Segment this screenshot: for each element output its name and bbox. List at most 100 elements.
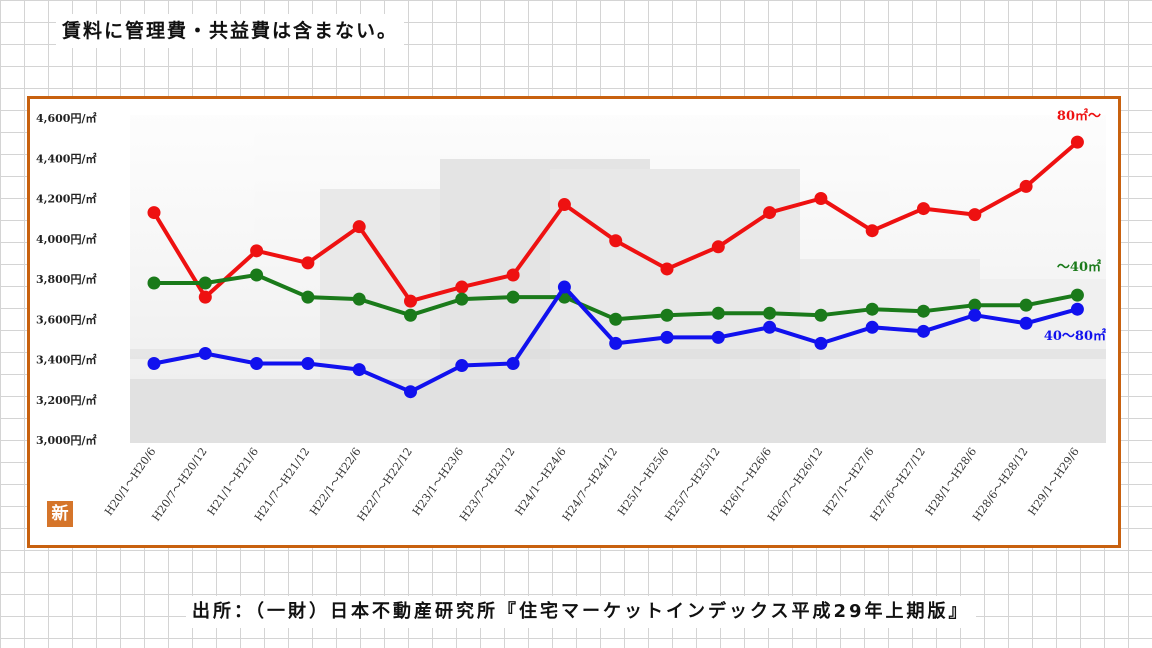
data-point bbox=[352, 220, 366, 234]
data-point bbox=[968, 308, 982, 322]
x-tick-label: H24/7～H24/12 bbox=[560, 445, 620, 523]
data-point bbox=[1019, 316, 1033, 330]
y-tick-label: 3,600円/㎡ bbox=[36, 312, 96, 326]
data-point bbox=[865, 224, 879, 238]
data-point bbox=[968, 298, 982, 312]
series-layer bbox=[147, 135, 1084, 399]
data-point bbox=[865, 320, 879, 334]
data-point bbox=[198, 346, 212, 360]
data-point bbox=[763, 206, 777, 220]
data-point bbox=[1019, 179, 1033, 193]
y-tick-label: 4,200円/㎡ bbox=[36, 192, 96, 206]
series-2 bbox=[147, 280, 1084, 399]
x-tick-label: H23/1～H23/6 bbox=[410, 445, 466, 518]
data-point bbox=[506, 357, 520, 371]
x-tick-label: H27/1～H27/6 bbox=[820, 445, 876, 518]
data-point bbox=[609, 234, 623, 248]
data-point bbox=[147, 276, 161, 290]
x-tick-label: H28/6～H28/12 bbox=[970, 445, 1030, 523]
data-point bbox=[814, 308, 828, 322]
data-point bbox=[250, 357, 264, 371]
data-point bbox=[1070, 288, 1084, 302]
y-tick-label: 4,000円/㎡ bbox=[36, 232, 96, 246]
chart-frame: 3,000円/㎡ 3,200円/㎡ 3,400円/㎡ 3,600円/㎡ 3,800円/㎡… bbox=[27, 96, 1121, 548]
data-point bbox=[404, 294, 417, 308]
data-point bbox=[352, 363, 366, 377]
x-tick-label: H27/6～H27/12 bbox=[868, 445, 928, 523]
data-point bbox=[763, 320, 777, 334]
data-point bbox=[301, 357, 315, 371]
series-label: ～40㎡ bbox=[1057, 259, 1101, 275]
data-point bbox=[147, 357, 161, 371]
series-labels: 80㎡～ ～40㎡ 40～80㎡ bbox=[1044, 108, 1106, 344]
x-tick-label: H23/7～H23/12 bbox=[457, 445, 517, 523]
data-point bbox=[711, 240, 725, 254]
data-point bbox=[814, 336, 828, 350]
data-point bbox=[557, 280, 571, 294]
data-point bbox=[1019, 298, 1033, 312]
x-tick-label: H22/7～H22/12 bbox=[355, 445, 415, 523]
data-point bbox=[660, 262, 674, 276]
x-tick-label: H20/1～H20/6 bbox=[102, 445, 158, 518]
x-tick-label: H24/1～H24/6 bbox=[513, 445, 569, 518]
y-axis: 3,000円/㎡ 3,200円/㎡ 3,400円/㎡ 3,600円/㎡ 3,800円/㎡… bbox=[36, 111, 96, 447]
data-point bbox=[711, 330, 725, 344]
x-tick-label: H25/7～H25/12 bbox=[662, 445, 722, 523]
data-point bbox=[917, 304, 930, 318]
x-tick-label: H21/1～H21/6 bbox=[205, 445, 261, 518]
data-point bbox=[1070, 302, 1084, 316]
data-point bbox=[609, 312, 623, 326]
x-tick-label: H29/1～H29/6 bbox=[1026, 445, 1082, 518]
data-point bbox=[404, 385, 417, 399]
data-point bbox=[250, 244, 264, 258]
y-tick-label: 3,000円/㎡ bbox=[36, 433, 96, 447]
building-photo-background bbox=[130, 115, 1106, 443]
data-point bbox=[506, 290, 520, 304]
x-axis: H20/1～H20/6H20/7～H20/12H21/1～H21/6H21/7～… bbox=[102, 445, 1082, 523]
series-1 bbox=[147, 268, 1084, 326]
x-tick-label: H20/7～H20/12 bbox=[149, 445, 209, 523]
data-point bbox=[147, 206, 161, 220]
x-tick-label: H26/1～H26/6 bbox=[718, 445, 774, 518]
data-point bbox=[609, 336, 623, 350]
data-point bbox=[660, 330, 674, 344]
y-tick-label: 4,600円/㎡ bbox=[36, 111, 96, 125]
rent-note: 賃料に管理費・共益費は含まない。 bbox=[56, 14, 405, 48]
series-label: 80㎡～ bbox=[1057, 108, 1101, 124]
data-point bbox=[711, 306, 725, 320]
data-point bbox=[763, 306, 777, 320]
data-point bbox=[557, 198, 571, 212]
rent-line-chart: 3,000円/㎡ 3,200円/㎡ 3,400円/㎡ 3,600円/㎡ 3,800円/㎡… bbox=[36, 108, 1106, 524]
data-point bbox=[198, 290, 212, 304]
y-tick-label: 3,400円/㎡ bbox=[36, 353, 96, 367]
data-point bbox=[1070, 135, 1084, 149]
x-tick-label: H22/1～H22/6 bbox=[307, 445, 363, 518]
y-tick-label: 3,200円/㎡ bbox=[36, 393, 96, 407]
source-credit: 出所：（一財）日本不動産研究所『住宅マーケットインデックス平成29年上期版』 bbox=[186, 596, 976, 628]
data-point bbox=[917, 202, 930, 216]
series-0 bbox=[147, 135, 1084, 308]
x-tick-label: H21/7～H21/12 bbox=[252, 445, 312, 523]
data-point bbox=[917, 324, 930, 338]
data-point bbox=[506, 268, 520, 282]
data-point bbox=[865, 302, 879, 316]
y-tick-label: 3,800円/㎡ bbox=[36, 272, 96, 286]
x-tick-label: H28/1～H28/6 bbox=[923, 445, 979, 518]
new-badge: 新 bbox=[47, 501, 73, 527]
y-tick-label: 4,400円/㎡ bbox=[36, 151, 96, 165]
x-tick-label: H25/1～H25/6 bbox=[615, 445, 671, 518]
data-point bbox=[301, 256, 315, 270]
data-point bbox=[352, 292, 366, 306]
data-point bbox=[660, 308, 674, 322]
data-point bbox=[968, 208, 982, 222]
data-point bbox=[455, 280, 469, 294]
x-tick-label: H26/7～H26/12 bbox=[765, 445, 825, 523]
data-point bbox=[814, 192, 828, 205]
data-point bbox=[455, 292, 469, 306]
data-point bbox=[301, 290, 315, 304]
data-point bbox=[198, 276, 212, 290]
series-label: 40～80㎡ bbox=[1044, 328, 1106, 344]
data-point bbox=[455, 359, 469, 373]
data-point bbox=[404, 308, 417, 322]
data-point bbox=[250, 268, 264, 282]
